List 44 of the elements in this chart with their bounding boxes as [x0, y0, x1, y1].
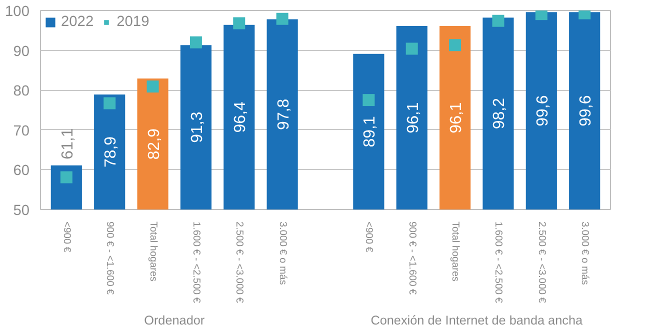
- y-tick-label: 50: [13, 203, 30, 219]
- x-tick-label: 900 € - <1.600 €: [104, 222, 116, 296]
- x-tick-label: <900 €: [363, 222, 374, 253]
- data-label: 99,6: [534, 95, 552, 126]
- x-tick-label: 3.000 € o más: [579, 222, 590, 285]
- point: [146, 80, 159, 93]
- y-tick-label: 80: [13, 84, 30, 100]
- legend-label: 2022: [61, 14, 94, 30]
- data-label: 61,1: [59, 128, 76, 160]
- x-tick-label: 1.600 € - <2.500 €: [190, 222, 202, 304]
- text: Ordenador: [144, 314, 205, 328]
- point: [362, 94, 375, 106]
- data-label: 96,4: [232, 101, 250, 133]
- point: [60, 171, 72, 184]
- data-label: 82,9: [146, 128, 163, 160]
- point: [449, 39, 462, 52]
- point: [406, 42, 418, 55]
- data-label: 96,1: [404, 102, 422, 134]
- point: [190, 36, 202, 48]
- data-label: 97,8: [275, 98, 292, 130]
- x-tick-label: 2.500 € - <3.000 €: [234, 222, 245, 304]
- text: Conexión de Internet de banda ancha: [370, 314, 584, 328]
- y-tick-label: 90: [13, 44, 30, 60]
- data-label: 96,1: [448, 102, 466, 134]
- point: [233, 17, 246, 30]
- data-label: 91,3: [188, 112, 206, 143]
- y-tick-label: 70: [13, 123, 30, 140]
- data-label: 99,6: [578, 95, 595, 126]
- x-tick-label: Total hogares: [450, 222, 461, 282]
- x-tick-label: <900 €: [60, 222, 72, 253]
- x-tick-label: 2.500 € - <3.000 €: [536, 222, 547, 304]
- point: [492, 14, 504, 27]
- data-label: 89,1: [362, 116, 379, 148]
- y-tick-label: 100: [5, 4, 30, 20]
- point: [276, 12, 288, 25]
- x-tick-label: 3.000 € o más: [276, 222, 288, 285]
- x-tick-label: Total hogares: [147, 222, 158, 282]
- data-label: 98,2: [491, 98, 508, 130]
- point: [104, 97, 116, 110]
- legend-label: 2019: [116, 14, 150, 30]
- y-tick-label: 60: [13, 163, 30, 180]
- data-label: 78,9: [102, 136, 120, 168]
- x-tick-label: 1.600 € - <2.500 €: [492, 222, 504, 304]
- x-tick-label: 900 € - <1.600 €: [406, 222, 418, 296]
